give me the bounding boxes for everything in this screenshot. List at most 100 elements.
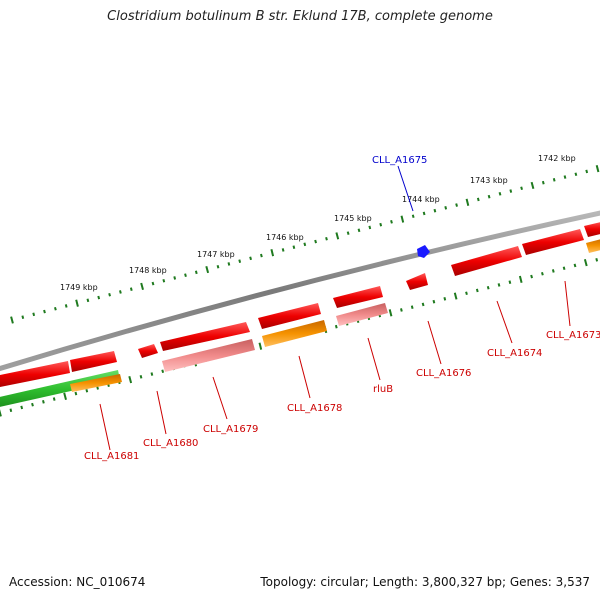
inner-tick bbox=[258, 342, 263, 350]
genome-backbone bbox=[0, 210, 600, 372]
gene-feature-a1681-green[interactable] bbox=[0, 370, 120, 408]
outer-tick bbox=[129, 287, 133, 291]
kbp-label-1744: 1744 kbp bbox=[402, 195, 440, 204]
outer-tick bbox=[411, 214, 415, 219]
kbp-label-1743: 1743 kbp bbox=[470, 176, 508, 185]
outer-tick bbox=[86, 298, 90, 303]
gene-label-rlub[interactable]: rluB bbox=[373, 384, 393, 395]
inner-tick bbox=[475, 288, 479, 293]
gene-label-cll-a1678[interactable]: CLL_A1678 bbox=[287, 403, 342, 414]
gene-feature-a1675[interactable] bbox=[417, 245, 430, 258]
outer-tick bbox=[238, 259, 242, 263]
outer-tick bbox=[465, 198, 470, 206]
kbp-label-1745: 1745 kbp bbox=[334, 214, 372, 223]
outer-tick bbox=[249, 256, 252, 261]
inner-tick bbox=[421, 302, 425, 307]
gene-label-cll-a1676[interactable]: CLL_A1676 bbox=[416, 368, 471, 379]
outer-tick bbox=[552, 178, 556, 182]
gene-feature-a1673[interactable] bbox=[522, 229, 584, 255]
inner-tick bbox=[334, 324, 338, 329]
genome-summary-text: Topology: circular; Length: 3,800,327 bp… bbox=[260, 575, 590, 589]
gene-row-1 bbox=[0, 221, 600, 388]
gene-label-cll-a1674[interactable]: CLL_A1674 bbox=[487, 348, 542, 359]
gene-feature-rlub[interactable] bbox=[333, 286, 383, 308]
gene-feature-a1680[interactable] bbox=[138, 344, 158, 358]
gene-label-cll-a1680[interactable]: CLL_A1680 bbox=[143, 438, 198, 449]
outer-tick bbox=[270, 249, 275, 257]
gene-feature-a1679[interactable] bbox=[160, 322, 250, 351]
gene-feature-a1681[interactable] bbox=[0, 361, 70, 388]
gene-feature-a1678[interactable] bbox=[258, 303, 321, 329]
outer-tick bbox=[162, 278, 166, 283]
outer-tick bbox=[64, 304, 68, 308]
inner-tick bbox=[518, 275, 523, 283]
outer-tick bbox=[498, 192, 502, 196]
outer-tick bbox=[75, 299, 79, 307]
gene-label-cll-a1681[interactable]: CLL_A1681 bbox=[84, 451, 139, 462]
gene-leader-lines bbox=[99, 165, 571, 451]
outer-tick bbox=[108, 292, 111, 297]
outer-tick bbox=[194, 270, 198, 275]
outer-tick bbox=[10, 316, 14, 324]
kbp-label-1742: 1742 kbp bbox=[538, 154, 576, 163]
gene-feature-rlub-pink[interactable] bbox=[336, 303, 388, 326]
outer-tick bbox=[357, 228, 361, 233]
gene-feature-a1676[interactable] bbox=[406, 273, 428, 290]
gene-row-2 bbox=[0, 238, 600, 408]
outer-tick bbox=[368, 225, 372, 230]
outer-tick bbox=[205, 265, 210, 274]
inner-tick bbox=[562, 266, 566, 271]
outer-tick bbox=[379, 222, 383, 227]
inner-tick bbox=[400, 308, 403, 312]
gene-feature-a1673-orange[interactable] bbox=[586, 238, 600, 253]
gene-feature-a1679-pink[interactable] bbox=[162, 339, 255, 372]
outer-tick bbox=[260, 253, 263, 258]
inner-tick bbox=[0, 409, 2, 417]
inner-tick bbox=[530, 274, 533, 279]
outer-tick bbox=[43, 309, 46, 314]
outer-tick bbox=[184, 273, 187, 277]
kbp-label-1746: 1746 kbp bbox=[266, 233, 304, 242]
outer-tick bbox=[541, 180, 545, 185]
inner-tick bbox=[85, 388, 89, 393]
outer-tick bbox=[487, 194, 491, 199]
outer-tick bbox=[335, 232, 340, 240]
outer-tick bbox=[151, 281, 155, 286]
outer-tick bbox=[422, 211, 426, 216]
inner-tick bbox=[465, 291, 468, 296]
gene-feature-a1674[interactable] bbox=[451, 246, 522, 276]
outer-tick bbox=[303, 242, 307, 247]
gene-feature-a1681-orange[interactable] bbox=[70, 374, 122, 392]
gene-feature-a1678-orange[interactable] bbox=[262, 320, 327, 347]
outer-tick bbox=[400, 215, 405, 223]
outer-tick bbox=[292, 245, 296, 249]
outer-tick bbox=[32, 312, 36, 317]
gene-feature-a1672[interactable] bbox=[584, 221, 600, 237]
inner-tick bbox=[551, 269, 555, 273]
inner-tick bbox=[128, 375, 133, 384]
inner-tick bbox=[410, 305, 414, 309]
gene-label-cll-a1673[interactable]: CLL_A1673 bbox=[546, 330, 600, 341]
inner-tick bbox=[139, 375, 143, 379]
gene-feature-a1681-next[interactable] bbox=[70, 351, 117, 372]
outer-tick bbox=[173, 276, 177, 280]
outer-tick bbox=[509, 189, 513, 193]
kbp-label-1748: 1748 kbp bbox=[129, 266, 167, 275]
inner-tick bbox=[20, 405, 24, 410]
outer-tick bbox=[595, 164, 600, 173]
outer-tick bbox=[54, 306, 57, 311]
inner-tick bbox=[443, 297, 447, 301]
outer-tick bbox=[140, 282, 144, 291]
inner-tick bbox=[541, 271, 544, 276]
inner-tick bbox=[508, 280, 512, 284]
outer-tick bbox=[281, 248, 285, 252]
outer-tick bbox=[216, 264, 220, 269]
inner-tick bbox=[595, 258, 599, 262]
inner-tick bbox=[497, 283, 501, 287]
inner-tick bbox=[573, 263, 577, 268]
gene-label-cll-a1675[interactable]: CLL_A1675 bbox=[372, 155, 427, 166]
inner-tick bbox=[432, 299, 436, 304]
gene-label-cll-a1679[interactable]: CLL_A1679 bbox=[203, 424, 258, 435]
